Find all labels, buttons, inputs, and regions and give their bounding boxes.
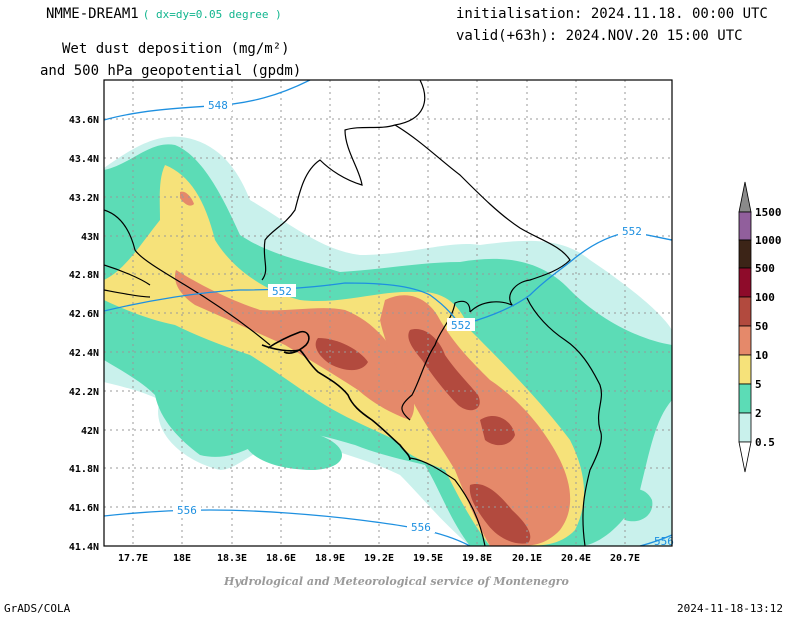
colorbar-cap-top (738, 181, 752, 213)
credit-line: Hydrological and Meteorological service … (224, 575, 569, 588)
lon-tick-label: 20.7E (610, 553, 640, 564)
colorbar-swatch-2 (738, 412, 752, 443)
colorbar-label: 100 (755, 291, 775, 304)
contour-552 (104, 231, 672, 326)
deposition-zone-2-patch-b (618, 488, 653, 522)
border-line-4 (526, 297, 603, 546)
model-name: NMME-DREAM1( dx=dy=0.05 degree ) (46, 6, 282, 22)
software-label: GrADS/COLA (4, 602, 71, 615)
lat-tick-label: 42.2N (69, 387, 99, 398)
map-frame (103, 79, 673, 547)
lat-tick-label: 42.6N (69, 309, 99, 320)
lat-tick-label: 42.4N (69, 348, 99, 359)
lon-tick-label: 18.3E (217, 553, 247, 564)
lat-tick-label: 43.4N (69, 154, 99, 165)
lat-tick-label: 43.2N (69, 193, 99, 204)
valid-time: valid(+63h): 2024.NOV.20 15:00 UTC (456, 28, 743, 44)
colorbar-swatch-500 (738, 267, 752, 298)
border-line-3 (401, 300, 471, 421)
colorbar-label: 500 (755, 262, 775, 275)
contour-label-552-c: 552 (622, 225, 642, 238)
contour-label-548: 548 (208, 99, 228, 112)
colorbar-swatch-1000 (738, 239, 752, 269)
border-line-2 (394, 124, 571, 313)
colorbar-labels: 1500 1000 500 100 50 10 5 2 0.5 (755, 206, 782, 449)
map-title-line2: and 500 hPa geopotential (gpdm) (40, 63, 302, 79)
lon-tick-label: 19.2E (364, 553, 394, 564)
deposition-zone-10-north (180, 191, 194, 206)
resolution-label: ( dx=dy=0.05 degree ) (142, 8, 282, 21)
lon-tick-label: 20.1E (512, 553, 542, 564)
border-line-5 (104, 209, 271, 346)
lat-tick-label: 41.8N (69, 464, 99, 475)
contour-label-556-b: 556 (411, 521, 431, 534)
colorbar-label: 0.5 (755, 436, 775, 449)
lon-tick-label: 19.8E (462, 553, 492, 564)
border-line-1 (261, 80, 426, 281)
initialisation-time: initialisation: 2024.11.18. 00:00 UTC (456, 6, 768, 22)
colorbar-label: 1000 (755, 234, 782, 247)
contour-label-556-c: 556 (654, 535, 674, 548)
contour-label-552-a: 552 (272, 285, 292, 298)
lon-tick-label: 20.4E (561, 553, 591, 564)
deposition-field (104, 136, 672, 546)
colorbar-label: 10 (755, 349, 768, 362)
deposition-zone-10 (174, 270, 415, 420)
model-label: NMME-DREAM1 (46, 6, 139, 22)
colorbar-swatch-1500 (738, 211, 752, 241)
lon-tick-label: 17.7E (118, 553, 148, 564)
gridlines (104, 80, 672, 546)
borders (104, 80, 603, 546)
lat-tick-label: 42N (81, 426, 99, 437)
deposition-zone-50-b (408, 329, 480, 411)
latitude-axis: 43.6N 43.4N 43.2N 43N 42.8N 42.6N 42.4N … (69, 115, 99, 553)
lat-tick-label: 41.6N (69, 503, 99, 514)
border-line-7 (409, 457, 486, 546)
contour-label-552-b: 552 (451, 319, 471, 332)
deposition-zone-50-a (315, 338, 368, 371)
colorbar-swatch-5 (738, 383, 752, 414)
lon-tick-label: 19.5E (413, 553, 443, 564)
lat-tick-label: 43.6N (69, 115, 99, 126)
colorbar-swatch-50 (738, 325, 752, 356)
colorbar-label: 5 (755, 378, 762, 391)
lon-tick-label: 18.9E (315, 553, 345, 564)
colorbar-label: 2 (755, 407, 762, 420)
render-timestamp: 2024-11-18-13:12 (677, 602, 783, 615)
deposition-zone-50-c (480, 415, 515, 446)
deposition-zone-50-d (469, 484, 531, 544)
longitude-axis: 17.7E 18E 18.3E 18.6E 18.9E 19.2E 19.5E … (118, 553, 640, 564)
colorbar (738, 181, 752, 473)
contour-labels: 548 552 552 552 556 556 556 (173, 98, 674, 548)
bay-outline (267, 330, 310, 354)
colorbar-swatch-100 (738, 296, 752, 327)
deposition-zone-2-patch-a (245, 427, 342, 470)
colorbar-label: 50 (755, 320, 768, 333)
lat-tick-label: 42.8N (69, 270, 99, 281)
colorbar-swatch-10 (738, 354, 752, 385)
lat-tick-label: 43N (81, 232, 99, 243)
colorbar-cap-bottom (738, 441, 752, 473)
lon-tick-label: 18E (173, 553, 191, 564)
map-title-line1: Wet dust deposition (mg/m²) (62, 41, 290, 57)
lon-tick-label: 18.6E (266, 553, 296, 564)
colorbar-label: 1500 (755, 206, 782, 219)
border-line-6 (104, 264, 151, 298)
lat-tick-label: 41.4N (69, 542, 99, 553)
contour-label-556-a: 556 (177, 504, 197, 517)
